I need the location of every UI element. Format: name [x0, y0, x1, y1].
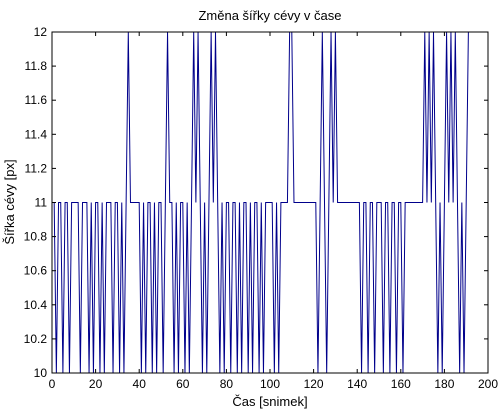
- series-line: [53, 31, 469, 374]
- y-tick-label: 12: [34, 25, 48, 39]
- x-axis-title: Čas [snimek]: [232, 394, 307, 409]
- axes-box: [51, 31, 489, 374]
- chart-title: Změna šířky cévy v čase: [198, 8, 341, 23]
- y-tick-label: 11.8: [25, 59, 48, 73]
- x-tick-label: 140: [347, 377, 367, 391]
- series-layer: [53, 31, 469, 374]
- x-axis: 0 20 40 60 80 100 120 140 160 180 200: [49, 32, 498, 391]
- y-axis: 10 10.2 10.4 10.6 10.8 11 11.2 11.4 11.6 11.8 12: [24, 25, 488, 380]
- y-axis-title: Šířka cévy [px]: [2, 159, 17, 244]
- x-tick-label: 120: [304, 377, 324, 391]
- x-tick-label: 20: [89, 377, 103, 391]
- y-tick-label: 10.8: [24, 230, 48, 244]
- x-tick-label: 40: [133, 377, 147, 391]
- y-tick-label: 11.4: [25, 127, 48, 141]
- x-tick-label: 80: [220, 377, 234, 391]
- x-tick-label: 180: [434, 377, 454, 391]
- x-tick-label: 200: [478, 377, 498, 391]
- y-tick-label: 11: [35, 196, 48, 210]
- y-tick-label: 10.6: [24, 264, 48, 278]
- y-tick-label: 10: [34, 366, 48, 380]
- x-tick-label: 100: [260, 377, 280, 391]
- y-tick-label: 11.6: [25, 93, 48, 107]
- y-tick-label: 10.4: [24, 298, 48, 312]
- y-tick-label: 10.2: [24, 332, 48, 346]
- x-tick-label: 160: [391, 377, 411, 391]
- y-tick-label: 11.2: [25, 161, 48, 175]
- x-tick-label: 0: [49, 377, 56, 391]
- x-tick-label: 60: [176, 377, 190, 391]
